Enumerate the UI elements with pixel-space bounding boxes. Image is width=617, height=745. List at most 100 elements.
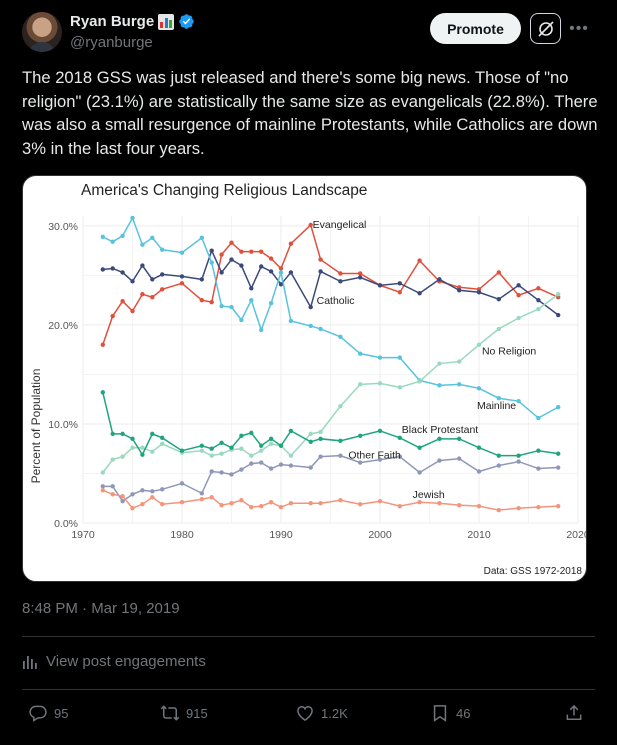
x-tick-label: 2000: [368, 529, 392, 541]
data-point-mainline: [130, 215, 135, 221]
data-point-catholic: [536, 297, 541, 303]
y-tick-label: 20.0%: [48, 320, 78, 332]
data-point-black-protestant: [318, 436, 323, 442]
data-point-catholic: [358, 275, 363, 280]
data-point-catholic: [229, 257, 234, 262]
y-tick-label: 10.0%: [48, 419, 78, 431]
data-point-jewish: [150, 495, 155, 500]
more-icon[interactable]: •••: [569, 19, 589, 37]
tweet-timestamp[interactable]: 8:48 PM · Mar 19, 2019: [22, 600, 180, 617]
data-point-jewish: [397, 503, 402, 509]
verified-badge-icon: [179, 14, 194, 29]
tweet-media-chart[interactable]: America's Changing Religious Landscape P…: [22, 175, 587, 582]
data-point-evangelical: [110, 313, 115, 319]
data-point-other-faith: [100, 484, 106, 489]
share-button[interactable]: [564, 703, 584, 723]
data-point-black-protestant: [556, 451, 561, 456]
tweet-text: The 2018 GSS was just released and there…: [22, 68, 598, 158]
data-point-mainline: [437, 383, 442, 388]
data-point-mainline: [496, 396, 501, 401]
data-point-no-religion: [130, 445, 135, 450]
data-point-jewish: [268, 500, 274, 505]
series-line-mainline: [102, 216, 559, 419]
series-no-religion: [100, 292, 561, 475]
series-label-jewish: Jewish: [413, 489, 445, 501]
data-point-mainline: [338, 334, 343, 340]
data-point-other-faith: [268, 466, 274, 471]
x-tick-label: 1990: [269, 529, 293, 541]
author-handle[interactable]: @ryanburge: [70, 34, 153, 51]
author-name-row[interactable]: Ryan Burge: [70, 13, 195, 30]
data-point-no-religion: [536, 306, 541, 312]
like-count: 1.2K: [321, 705, 348, 721]
data-point-catholic: [209, 248, 214, 253]
data-point-other-faith: [110, 484, 115, 489]
author-name[interactable]: Ryan Burge: [70, 13, 155, 30]
repost-count: 915: [186, 705, 208, 721]
data-point-black-protestant: [150, 431, 155, 437]
data-point-no-religion: [110, 457, 115, 462]
data-point-no-religion: [249, 453, 254, 458]
view-engagements-link[interactable]: View post engagements: [22, 653, 206, 670]
analytics-icon: [23, 655, 37, 669]
like-button[interactable]: 1.2K: [295, 703, 348, 723]
data-point-mainline: [209, 260, 214, 265]
data-point-other-faith: [199, 491, 204, 496]
data-point-evangelical: [140, 292, 145, 297]
data-point-catholic: [417, 291, 422, 296]
data-point-other-faith: [209, 469, 214, 474]
data-point-catholic: [179, 274, 185, 279]
data-point-catholic: [100, 267, 106, 272]
data-point-mainline: [229, 304, 234, 310]
data-point-jewish: [110, 492, 115, 497]
author-avatar[interactable]: [22, 12, 62, 52]
series-label-evangelical: Evangelical: [313, 219, 367, 231]
data-point-catholic: [496, 296, 501, 302]
data-point-no-religion: [417, 379, 422, 384]
data-point-other-faith: [229, 472, 234, 477]
data-point-black-protestant: [516, 453, 521, 458]
data-point-catholic: [160, 272, 165, 277]
data-point-catholic: [556, 312, 561, 318]
data-point-no-religion: [496, 326, 501, 332]
data-point-jewish: [239, 498, 244, 503]
data-point-jewish: [259, 503, 264, 509]
data-point-evangelical: [358, 271, 363, 276]
data-point-jewish: [229, 500, 234, 506]
data-point-mainline: [516, 398, 521, 404]
data-point-mainline: [308, 323, 313, 329]
repost-button[interactable]: 915: [160, 703, 208, 723]
x-tick-label: 2010: [467, 529, 491, 541]
data-point-black-protestant: [179, 448, 185, 453]
series-evangelical: [100, 222, 561, 347]
data-point-mainline: [179, 250, 185, 255]
reply-button[interactable]: 95: [28, 703, 68, 723]
data-point-other-faith: [160, 487, 165, 492]
data-point-other-faith: [397, 454, 402, 459]
data-point-black-protestant: [140, 452, 145, 457]
data-point-no-religion: [476, 342, 482, 347]
data-point-catholic: [437, 277, 442, 282]
data-point-catholic: [288, 270, 294, 275]
data-point-jewish: [358, 501, 363, 507]
data-point-black-protestant: [377, 428, 383, 434]
promote-button[interactable]: Promote: [430, 13, 521, 44]
data-point-no-religion: [150, 449, 155, 454]
data-point-mainline: [377, 355, 383, 360]
data-point-mainline: [358, 351, 363, 356]
data-point-black-protestant: [308, 439, 313, 444]
data-point-other-faith: [278, 462, 284, 467]
data-point-catholic: [516, 283, 521, 288]
data-point-mainline: [239, 317, 244, 323]
bookmark-button[interactable]: 46: [430, 703, 470, 723]
data-point-mainline: [268, 300, 274, 306]
view-engagements-label[interactable]: View post engagements: [46, 653, 206, 670]
data-point-other-faith: [150, 489, 155, 494]
grok-icon[interactable]: [530, 13, 561, 44]
x-tick-label: 1980: [170, 529, 194, 541]
data-point-evangelical: [278, 266, 284, 271]
data-point-no-religion: [288, 453, 294, 458]
series-other-faith: [100, 453, 561, 504]
data-point-evangelical: [150, 295, 155, 300]
data-point-other-faith: [259, 460, 264, 465]
